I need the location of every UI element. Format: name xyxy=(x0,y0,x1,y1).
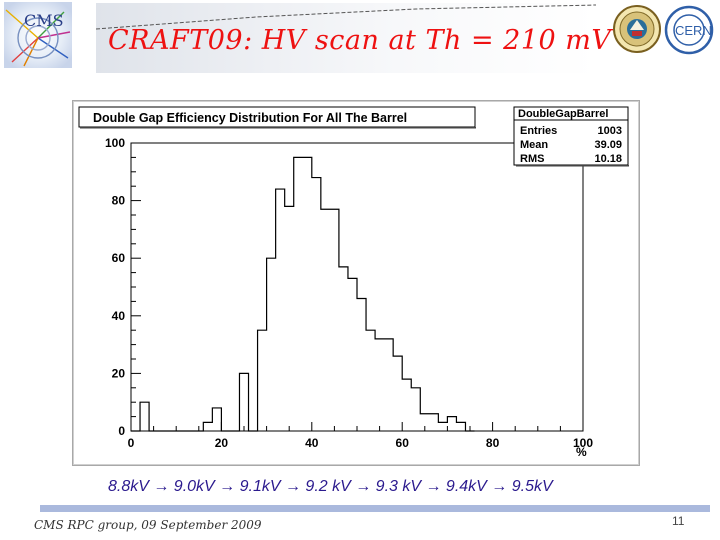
y-axis-tick-labels: 0 20 40 60 80 100 xyxy=(105,136,125,438)
y-tick-label: 0 xyxy=(118,424,125,438)
stats-value: 39.09 xyxy=(594,139,622,151)
x-tick-label: 80 xyxy=(486,436,500,450)
footer-divider xyxy=(40,505,710,512)
x-tick-label: 40 xyxy=(305,436,319,450)
x-axis-label: % xyxy=(576,445,587,459)
stats-box-title: DoubleGapBarrel xyxy=(518,108,608,120)
y-tick-label: 100 xyxy=(105,136,125,150)
stats-value: 10.18 xyxy=(594,153,622,165)
x-tick-label: 0 xyxy=(128,436,135,450)
svg-text:CERN: CERN xyxy=(675,23,712,38)
y-tick-label: 40 xyxy=(112,309,126,323)
footer-text: CMS RPC group, 09 September 2009 xyxy=(34,518,262,532)
stats-rows: Entries 1003 Mean 39.09 RMS 10.18 xyxy=(520,125,622,165)
y-tick-label: 60 xyxy=(112,251,126,265)
x-tick-label: 100 xyxy=(573,436,593,450)
stats-label: RMS xyxy=(520,153,544,165)
stats-label: Mean xyxy=(520,139,548,151)
university-seal-logo xyxy=(612,4,662,54)
histogram-canvas: 0 20 40 60 80 100 0 20 40 60 80 100 % Double Gap E… xyxy=(72,100,640,466)
page-title: CRAFT09: HV scan at Th = 210 mV xyxy=(108,25,612,56)
x-tick-label: 20 xyxy=(215,436,229,450)
y-tick-label: 80 xyxy=(112,194,126,208)
stats-box xyxy=(513,106,629,166)
histogram-line xyxy=(131,156,475,432)
stats-label: Entries xyxy=(520,125,557,137)
cms-logo: CMS xyxy=(4,2,72,68)
hv-scan-sequence: 8.8kV → 9.0kV → 9.1kV → 9.2 kV → 9.3 kV … xyxy=(108,478,553,495)
axis-ticks xyxy=(130,142,584,432)
chart-title: Double Gap Efficiency Distribution For A… xyxy=(93,111,407,125)
cern-logo: CERN xyxy=(662,4,716,56)
stats-value: 1003 xyxy=(598,125,622,137)
x-axis-tick-labels: 0 20 40 60 80 100 xyxy=(128,436,594,450)
x-tick-label: 60 xyxy=(396,436,410,450)
svg-text:CMS: CMS xyxy=(24,11,64,30)
efficiency-histogram: 0 20 40 60 80 100 0 20 40 60 80 100 % Double Gap E… xyxy=(78,106,629,459)
page-number: 11 xyxy=(672,514,685,528)
y-tick-label: 20 xyxy=(112,366,126,380)
title-banner: CRAFT09: HV scan at Th = 210 mV xyxy=(96,3,611,73)
